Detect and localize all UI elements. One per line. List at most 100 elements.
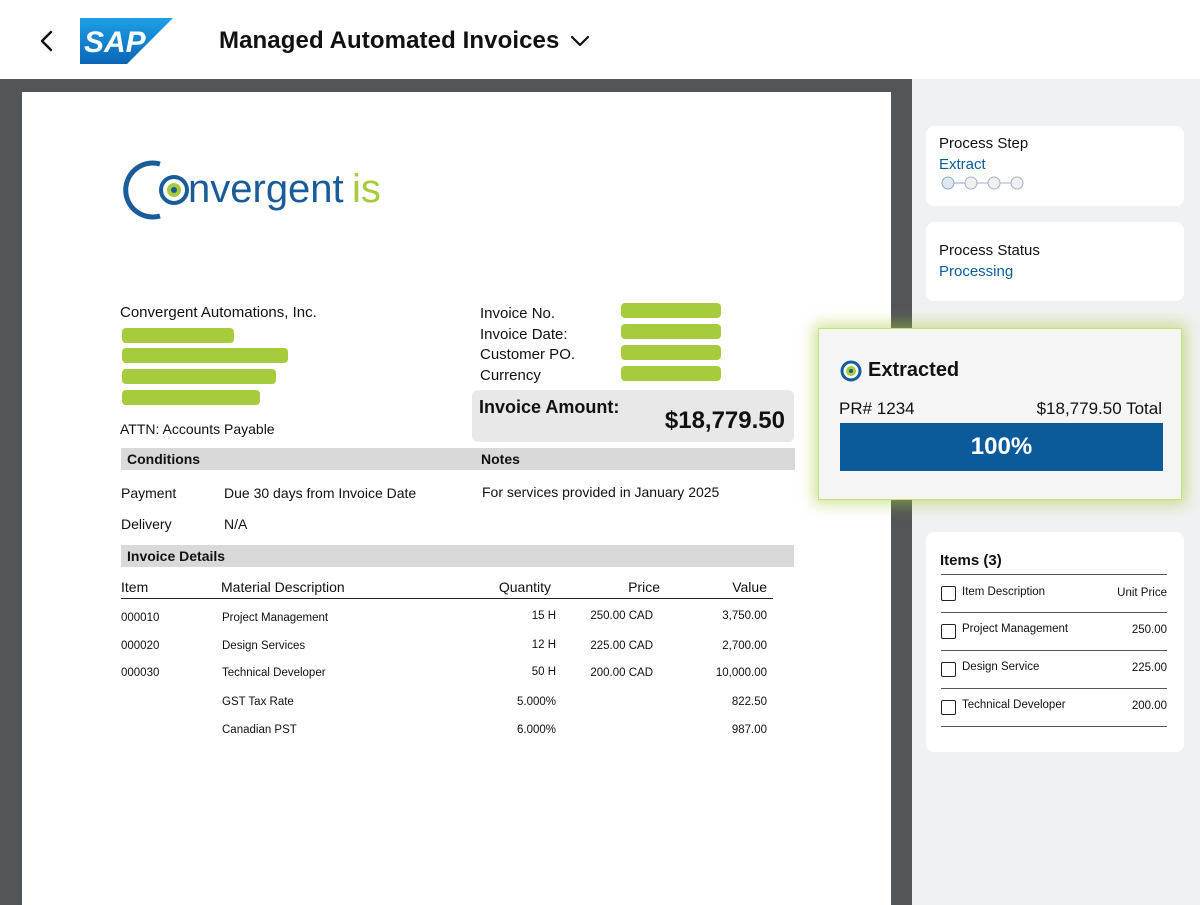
items-card: Items (3) Item Description Unit Price Pr… xyxy=(926,532,1184,752)
cell-value: 3,750.00 xyxy=(722,610,767,622)
svg-text:nvergent: nvergent xyxy=(188,167,344,211)
item-price: 200.00 xyxy=(1131,700,1167,712)
sap-logo: SAP xyxy=(80,18,173,64)
cell-quantity: 6.000% xyxy=(516,724,556,736)
extracted-total: $18,779.50 Total xyxy=(1036,399,1162,418)
progress-percent: 100% xyxy=(970,433,1033,460)
svg-text:SAP: SAP xyxy=(84,26,147,59)
process-step-value: Extract xyxy=(939,156,986,173)
column-header-value: Value xyxy=(732,579,767,595)
progress-bar: 100% xyxy=(840,423,1163,471)
cell-quantity: 15 H xyxy=(531,610,556,622)
cell-value: 987.00 xyxy=(731,724,767,736)
svg-text:C: C xyxy=(120,158,121,159)
notes-header: Notes xyxy=(481,451,520,467)
cell-value: 10,000.00 xyxy=(715,667,767,679)
invoice-no-label: Invoice No. xyxy=(480,305,556,322)
invoice-details-header: Invoice Details xyxy=(127,548,226,564)
extracted-icon xyxy=(840,360,862,382)
pr-number: PR# 1234 xyxy=(839,399,915,418)
redacted-invoice-date xyxy=(621,324,721,339)
cell-item: 000030 xyxy=(121,667,160,679)
cell-quantity: 50 H xyxy=(531,666,556,678)
app-header: SAP Managed Automated Invoices xyxy=(0,0,1200,79)
conditions-header-band xyxy=(121,448,795,470)
cell-material: Design Services xyxy=(222,640,306,652)
cell-material: Canadian PST xyxy=(222,724,297,736)
redacted-address-line xyxy=(122,369,276,384)
back-button[interactable] xyxy=(30,22,66,58)
item-price: 225.00 xyxy=(1131,662,1167,674)
extracted-status-card: Extracted PR# 1234 $18,779.50 Total 100% xyxy=(818,328,1182,500)
cell-quantity: 12 H xyxy=(531,639,556,651)
redacted-address-line xyxy=(122,348,288,363)
chevron-left-icon xyxy=(40,30,53,52)
cell-item: 000020 xyxy=(121,640,160,652)
attn-label: ATTN: Accounts Payable xyxy=(120,421,275,437)
select-all-checkbox[interactable] xyxy=(941,586,956,601)
process-status-value: Processing xyxy=(939,263,1014,280)
invoice-amount-value: $18,779.50 xyxy=(664,407,785,434)
item-price: 250.00 xyxy=(1131,624,1167,636)
notes-value: For services provided in January 2025 xyxy=(482,484,720,500)
chevron-down-icon xyxy=(571,35,590,47)
cell-value: 2,700.00 xyxy=(722,640,767,652)
list-item[interactable]: Technical Developer 200.00 xyxy=(941,689,1167,727)
process-status-label: Process Status xyxy=(939,242,1040,259)
cell-price: 200.00 CAD xyxy=(590,667,653,679)
process-step-card: Process Step Extract xyxy=(926,126,1184,206)
items-title-rule xyxy=(941,574,1167,575)
cell-material: GST Tax Rate xyxy=(222,696,294,708)
process-steps-icon xyxy=(941,176,1024,190)
column-header-item: Item xyxy=(121,579,149,595)
column-header-price: Price xyxy=(628,579,660,595)
process-status-card: Process Status Processing xyxy=(926,222,1184,301)
delivery-value: N/A xyxy=(224,516,248,532)
invoice-date-label: Invoice Date: xyxy=(480,326,568,343)
items-header-description: Item Description xyxy=(962,586,1046,598)
invoice-amount-label: Invoice Amount: xyxy=(479,397,620,417)
list-item[interactable]: Project Management 250.00 xyxy=(941,613,1167,651)
company-name: Convergent Automations, Inc. xyxy=(120,304,317,321)
item-checkbox[interactable] xyxy=(941,624,956,639)
cell-material: Project Management xyxy=(222,612,329,624)
currency-label: Currency xyxy=(480,367,541,384)
app-title-menu[interactable]: Managed Automated Invoices xyxy=(219,26,591,56)
item-checkbox[interactable] xyxy=(941,700,956,715)
svg-text:is: is xyxy=(352,167,381,211)
page-title: Managed Automated Invoices xyxy=(219,27,560,54)
item-description: Project Management xyxy=(962,623,1069,635)
delivery-label: Delivery xyxy=(121,516,172,532)
redacted-address-line xyxy=(122,328,234,343)
process-step-label: Process Step xyxy=(939,135,1029,152)
conditions-header: Conditions xyxy=(127,451,201,467)
cell-price: 250.00 CAD xyxy=(590,610,653,622)
payment-label: Payment xyxy=(121,485,177,501)
cell-value: 822.50 xyxy=(731,696,767,708)
item-checkbox[interactable] xyxy=(941,662,956,677)
column-header-quantity: Quantity xyxy=(498,579,551,595)
items-header-price: Unit Price xyxy=(1117,587,1167,599)
redacted-currency xyxy=(621,366,721,381)
cell-material: Technical Developer xyxy=(222,667,326,679)
list-item[interactable]: Design Service 225.00 xyxy=(941,651,1167,689)
cell-price: 225.00 CAD xyxy=(590,640,653,652)
vendor-logo: nvergent is C xyxy=(120,158,400,227)
items-header-row: Item Description Unit Price xyxy=(941,575,1167,613)
customer-po-label: Customer PO. xyxy=(480,346,576,363)
item-description: Technical Developer xyxy=(962,699,1066,711)
table-header-rule xyxy=(121,598,773,599)
redacted-address-line xyxy=(122,390,260,405)
invoice-page xyxy=(22,92,891,905)
payment-value: Due 30 days from Invoice Date xyxy=(224,485,417,501)
items-title: Items (3) xyxy=(940,552,1002,569)
cell-quantity: 5.000% xyxy=(516,696,556,708)
redacted-invoice-no xyxy=(621,303,721,318)
invoice-amount-box: Invoice Amount: $18,779.50 xyxy=(472,390,794,442)
extracted-title: Extracted xyxy=(868,359,960,381)
item-description: Design Service xyxy=(962,661,1040,673)
cell-item: 000010 xyxy=(121,612,160,624)
column-header-material: Material Description xyxy=(221,579,345,595)
redacted-customer-po xyxy=(621,345,721,360)
invoice-details-band xyxy=(121,545,794,567)
